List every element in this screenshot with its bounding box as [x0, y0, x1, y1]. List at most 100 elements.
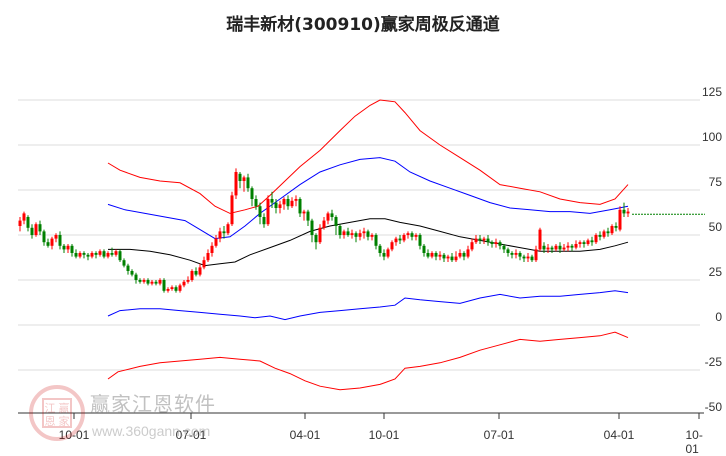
candle: [310, 220, 314, 235]
candle: [514, 253, 518, 255]
mid_upper_band-line: [107, 157, 629, 240]
candle: [362, 231, 366, 234]
candle: [442, 254, 446, 259]
candle: [434, 253, 438, 257]
candle: [254, 199, 258, 207]
candle: [86, 254, 90, 257]
candle: [22, 213, 26, 221]
candle: [354, 233, 358, 237]
candle: [322, 220, 326, 228]
candle: [614, 226, 618, 228]
candle: [178, 285, 182, 291]
candle: [486, 238, 490, 243]
candle: [250, 188, 254, 199]
candle: [342, 231, 346, 235]
candle: [622, 209, 626, 214]
candle: [374, 235, 378, 246]
watermark-name: 赢家江恩软件: [90, 392, 216, 416]
candle: [394, 238, 398, 243]
x-tick-label: 07-01: [175, 428, 207, 442]
candle: [246, 177, 250, 189]
candle: [70, 245, 74, 253]
svg-text:恩: 恩: [45, 415, 56, 428]
x-axis: [18, 412, 704, 419]
candle: [538, 229, 542, 250]
band-lines: [107, 99, 705, 391]
candle: [330, 213, 334, 217]
y-tick-label: 125: [701, 85, 722, 99]
candle: [194, 271, 198, 275]
candle: [454, 256, 458, 261]
candle: [42, 231, 46, 243]
candle: [218, 231, 222, 239]
x-tick-label: 04-01: [289, 428, 321, 442]
y-tick-label: -25: [704, 355, 722, 369]
candle: [490, 242, 494, 244]
candle: [34, 224, 38, 235]
candle: [230, 195, 234, 225]
candle: [462, 253, 466, 257]
candle: [366, 231, 370, 237]
candlesticks: [18, 168, 630, 293]
candle: [62, 245, 66, 250]
x-tick-label: 07-01: [483, 428, 515, 442]
candle: [266, 199, 270, 225]
mid_lower_band-line: [107, 290, 629, 321]
svg-text:家: 家: [59, 414, 70, 428]
candle: [298, 199, 302, 214]
candle: [446, 256, 450, 259]
candle: [202, 260, 206, 268]
candle: [470, 242, 474, 250]
candle: [158, 280, 162, 284]
candle: [618, 209, 622, 230]
candle: [186, 280, 190, 282]
candle: [326, 213, 330, 221]
candle: [290, 200, 294, 207]
candle: [170, 287, 174, 289]
candle: [518, 253, 522, 257]
candle: [54, 235, 58, 239]
candle: [74, 253, 78, 257]
candle: [582, 242, 586, 244]
candle: [502, 245, 506, 250]
candle: [110, 253, 114, 255]
candle: [226, 224, 230, 234]
candle: [430, 253, 434, 257]
candle: [262, 217, 266, 225]
candle: [578, 242, 582, 244]
candle: [590, 240, 594, 243]
candle: [410, 233, 414, 237]
lower_outer_band-line: [107, 331, 629, 391]
candle: [222, 231, 226, 234]
candle: [238, 173, 242, 181]
candle: [450, 256, 454, 261]
candle: [382, 253, 386, 257]
candle: [370, 235, 374, 237]
watermark-url: www.360gann.com: [92, 423, 211, 439]
candle: [18, 220, 22, 226]
candle: [542, 245, 546, 250]
candle: [558, 245, 562, 250]
y-tick-label: 25: [708, 265, 722, 279]
candle: [138, 280, 142, 282]
candle: [294, 199, 298, 201]
y-tick-label: -50: [704, 400, 722, 414]
candle: [166, 289, 170, 291]
candle: [242, 177, 246, 181]
candle: [78, 253, 82, 257]
candle: [66, 245, 70, 250]
candle: [594, 235, 598, 243]
candle: [426, 253, 430, 257]
candle: [422, 245, 426, 253]
candle: [562, 247, 566, 250]
candle: [142, 280, 146, 282]
candle: [90, 253, 94, 257]
candle: [258, 206, 262, 217]
candle: [154, 281, 158, 284]
candle: [598, 235, 602, 237]
candle: [606, 231, 610, 234]
candle: [206, 253, 210, 261]
candle: [58, 235, 62, 246]
candle: [566, 245, 570, 248]
candle: [190, 271, 194, 280]
